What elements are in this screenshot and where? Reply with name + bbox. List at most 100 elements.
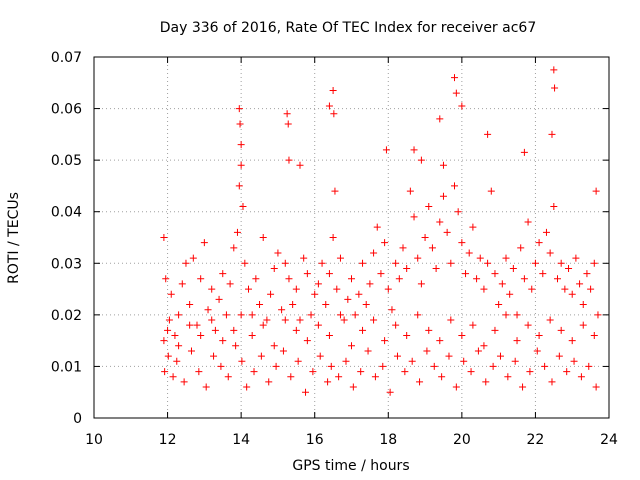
data-point [458,239,466,247]
data-point [349,383,357,391]
data-point [314,321,322,329]
data-point [590,331,598,339]
data-point [237,311,245,319]
data-point [267,290,275,298]
data-point [401,368,409,376]
data-point [164,352,172,360]
data-point [296,316,304,324]
data-point [351,311,359,319]
data-point [237,141,245,149]
data-point [504,373,512,381]
data-point [403,264,411,272]
data-point [160,337,168,345]
data-point [186,321,194,329]
axis-ticks: 10 12 14 16 18 20 22 24 0 0.01 0.02 0.03 0.04 0.05 0.0… [51,50,618,448]
data-point [550,66,558,74]
data-point [465,249,473,257]
data-point [447,259,455,267]
data-point [592,383,600,391]
data-point [237,161,245,169]
data-points [160,66,602,396]
data-point [445,352,453,360]
data-point [329,87,337,95]
data-point [548,130,556,138]
data-point [302,388,310,396]
data-point [289,301,297,309]
data-point [576,280,584,288]
data-point [480,285,488,293]
data-point [568,337,576,345]
data-point [348,275,355,283]
data-point [565,264,573,272]
data-point [287,373,295,381]
data-point [533,347,541,355]
data-point [568,290,576,298]
data-point [359,326,367,334]
data-point [392,259,400,267]
data-point [357,368,365,376]
data-point [506,290,514,298]
data-point [554,275,561,283]
data-point [439,192,447,200]
data-point [513,337,521,345]
data-point [314,280,322,288]
data-point [393,352,401,360]
data-point [379,362,387,370]
data-point [265,378,273,386]
data-point [572,254,580,262]
data-point [336,254,344,262]
data-point [364,347,372,355]
x-tick-label: 22 [527,432,545,448]
data-point [443,228,451,236]
data-point [219,337,227,345]
data-point [539,270,547,278]
data-point [382,146,390,154]
data-point [359,259,367,267]
data-point [496,352,504,360]
data-point [263,316,271,324]
data-point [550,203,558,211]
x-tick-label: 24 [600,432,618,448]
data-point [414,254,422,262]
data-point [245,285,252,293]
data-point [371,373,379,381]
data-point [322,301,330,309]
data-point [410,213,418,221]
data-point [428,244,436,252]
data-point [161,368,169,376]
data-point [325,270,333,278]
data-point [327,362,335,370]
data-point [432,264,440,272]
data-point [239,203,247,211]
data-point [557,326,565,334]
data-point [173,357,181,365]
data-point [570,357,578,365]
x-tick-label: 14 [232,432,250,448]
data-point [210,352,218,360]
data-point [502,254,510,262]
data-point [224,373,232,381]
data-point [217,362,225,370]
data-point [451,182,458,190]
data-point [202,383,210,391]
y-axis-title: ROTI / TECUs [6,192,22,284]
data-point [373,223,381,231]
data-point [377,270,385,278]
y-tick-label: 0.07 [51,50,82,66]
data-point [333,285,341,293]
data-point [399,244,407,252]
data-point [469,223,477,231]
data-point [473,275,481,283]
data-point [256,301,264,309]
data-point [303,270,311,278]
data-point [370,316,378,324]
y-tick-label: 0.03 [51,256,82,272]
data-point [416,378,424,386]
data-point [447,316,455,324]
data-point [235,105,243,113]
data-point [329,234,337,241]
data-point [348,342,355,350]
data-point [484,259,492,267]
data-point [438,373,446,381]
data-point [318,259,326,267]
